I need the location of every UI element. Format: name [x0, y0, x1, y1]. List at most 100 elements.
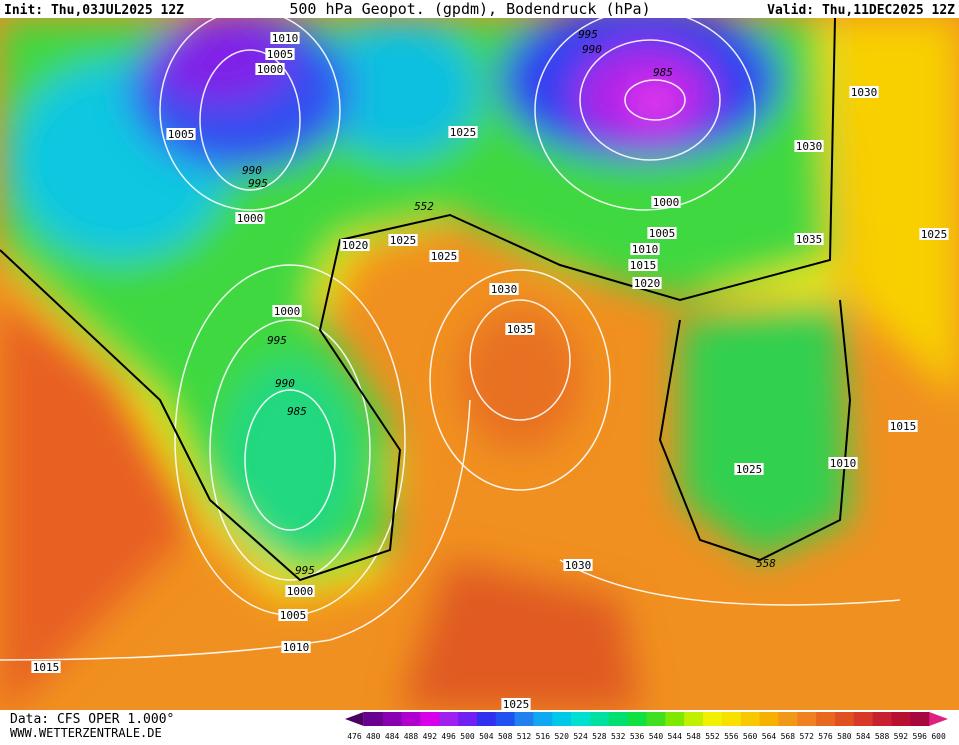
scale-swatch	[891, 712, 911, 726]
scale-swatch	[684, 712, 704, 726]
scale-swatch	[703, 712, 723, 726]
isobar-label: 1005	[649, 227, 676, 240]
isobar-label: 1000	[274, 305, 301, 318]
scale-label: 588	[875, 732, 890, 741]
scale-label: 600	[931, 732, 946, 741]
scale-label: 580	[837, 732, 852, 741]
scale-swatch	[571, 712, 591, 726]
scale-label: 512	[517, 732, 532, 741]
scale-label: 544	[668, 732, 683, 741]
isobar-label: 990	[582, 43, 602, 56]
isobar-label-bg	[505, 323, 535, 335]
map-field: 1010100510001005990995100099599098510251…	[0, 18, 959, 711]
isobar-label-bg	[265, 48, 295, 60]
scale-label: 556	[724, 732, 739, 741]
scale-label: 484	[385, 732, 400, 741]
isobar-label-bg	[429, 250, 459, 262]
scale-label: 480	[366, 732, 381, 741]
color-scale: 476 480 484 488 492 496 500 504 508 512 516 520 524 5…	[345, 712, 948, 741]
isobar-label: 1000	[257, 63, 284, 76]
isobar-label-bg	[849, 86, 879, 98]
isobar-label-bg	[632, 277, 662, 289]
isobar-label-bg	[734, 463, 764, 475]
scale-swatch	[853, 712, 874, 726]
isobar-label-bg	[501, 698, 531, 710]
map-title: 500 hPa Geopot. (gpdm), Bodendruck (hPa)	[289, 0, 650, 18]
isobar-label: 1035	[507, 323, 534, 336]
scale-label: 564	[762, 732, 777, 741]
isobar-label: 1005	[168, 128, 195, 141]
scale-label: 524	[573, 732, 588, 741]
init-time: Init: Thu,03JUL2025 12Z	[4, 3, 184, 18]
isobar-label: 1025	[450, 126, 477, 139]
data-source: Data: CFS OPER 1.000°	[10, 712, 174, 727]
isobar-label-bg	[272, 305, 302, 317]
isobar-label-bg	[651, 196, 681, 208]
scale-swatch	[740, 712, 761, 726]
scale-swatch	[834, 712, 855, 726]
scale-swatch	[721, 712, 742, 726]
scale-label: 528	[592, 732, 607, 741]
isobar-label-bg	[285, 585, 315, 597]
scale-arrow	[345, 712, 364, 726]
isobar-label: 1030	[851, 86, 878, 99]
isobar-label-bg	[828, 457, 858, 469]
scale-swatch	[401, 712, 421, 726]
scale-swatch	[627, 712, 647, 726]
isobar-label-bg	[270, 32, 300, 44]
scale-label: 492	[423, 732, 438, 741]
scale-label: 576	[818, 732, 833, 741]
isobar-label-bg	[794, 233, 824, 245]
scale-swatch	[797, 712, 817, 726]
scale-label: 508	[498, 732, 513, 741]
isobar-label-bg	[647, 227, 677, 239]
isobar-label: 1000	[287, 585, 314, 598]
scale-label: 500	[460, 732, 475, 741]
site: WWW.WETTERZENTRALE.DE	[10, 726, 162, 740]
scale-swatch	[458, 712, 478, 726]
isobar-label-bg	[388, 234, 418, 246]
isobar-label: 1025	[921, 228, 948, 241]
isobar-label-bg	[630, 243, 660, 255]
scale-swatch	[514, 712, 534, 726]
scale-swatch	[420, 712, 440, 726]
scale-label: 540	[649, 732, 664, 741]
scale-swatch	[759, 712, 779, 726]
isobar-label: 1005	[280, 609, 307, 622]
scale-label: 548	[686, 732, 701, 741]
scale-label: 568	[781, 732, 796, 741]
isobar-label: 1025	[390, 234, 417, 247]
scale-swatch	[439, 712, 459, 726]
isobar-label-bg	[166, 128, 196, 140]
isobar-label: 1025	[503, 698, 530, 711]
scale-label: 560	[743, 732, 758, 741]
scale-label: 596	[913, 732, 928, 741]
isobar-label: 1000	[237, 212, 264, 225]
scale-swatch	[552, 712, 572, 726]
isobar-label: 1030	[796, 140, 823, 153]
isobar-label: 1010	[632, 243, 659, 256]
isobar-label: 985	[653, 66, 673, 79]
scale-swatch	[910, 712, 930, 726]
scale-swatch	[872, 712, 892, 726]
isobar-label: 1010	[283, 641, 310, 654]
isobar-label: 995	[248, 177, 268, 190]
scale-swatch	[665, 712, 685, 726]
isobar-label: 1015	[890, 420, 917, 433]
scale-swatch	[533, 712, 553, 726]
isobar-label-bg	[628, 259, 658, 271]
isobar-label-bg	[888, 420, 918, 432]
isobar-label: 995	[578, 28, 598, 41]
isobar-label: 1025	[736, 463, 763, 476]
isobar-label-bg	[281, 641, 311, 653]
scale-swatch	[816, 712, 836, 726]
isobar-label-bg	[255, 63, 285, 75]
isobar-labels: 1010100510001005990995100099599098510251…	[31, 28, 949, 711]
isobar-label-bg	[278, 609, 308, 621]
isobar-label-bg	[563, 559, 593, 571]
scale-swatch	[382, 712, 403, 726]
isobar-label: 1020	[342, 239, 369, 252]
isobar-label-bg	[340, 239, 370, 251]
isobar-label: 558	[756, 557, 776, 570]
